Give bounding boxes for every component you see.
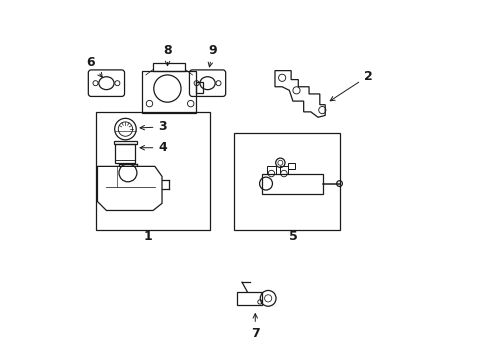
Bar <box>142 71 196 113</box>
Text: 9: 9 <box>208 44 217 67</box>
Bar <box>233 134 339 230</box>
Bar <box>153 63 185 71</box>
Bar <box>237 292 262 305</box>
Bar <box>96 112 210 230</box>
Bar <box>266 166 275 174</box>
Bar <box>279 166 287 174</box>
Text: 2: 2 <box>329 69 372 101</box>
Bar <box>287 163 295 168</box>
Text: 5: 5 <box>288 230 297 243</box>
Text: 6: 6 <box>86 56 102 77</box>
Text: 7: 7 <box>250 314 259 340</box>
Bar <box>262 174 323 194</box>
Text: 3: 3 <box>140 121 167 134</box>
Bar <box>114 141 137 144</box>
Bar <box>115 144 135 163</box>
Text: 1: 1 <box>144 230 152 243</box>
Text: 8: 8 <box>163 44 172 66</box>
Text: 4: 4 <box>140 141 167 154</box>
